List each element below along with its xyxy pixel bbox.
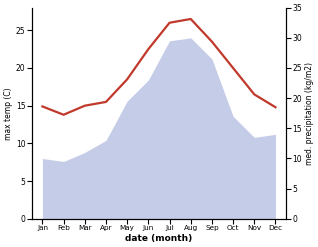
X-axis label: date (month): date (month)	[125, 234, 193, 243]
Y-axis label: med. precipitation (kg/m2): med. precipitation (kg/m2)	[305, 62, 314, 165]
Y-axis label: max temp (C): max temp (C)	[4, 87, 13, 140]
